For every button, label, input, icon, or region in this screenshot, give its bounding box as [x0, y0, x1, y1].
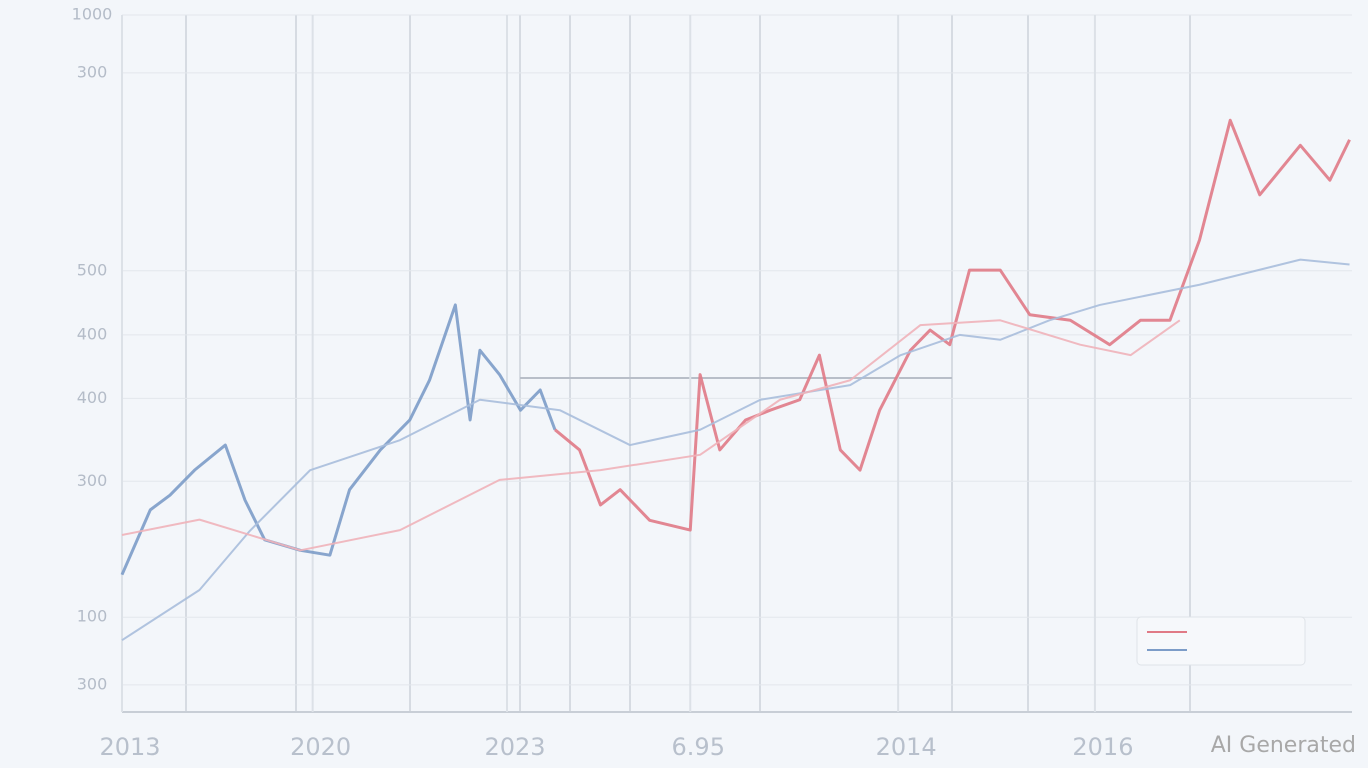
x-tick-label: 2013: [99, 733, 160, 761]
series-line: [121, 258, 1350, 642]
series-line: [120, 303, 557, 576]
x-tick-label: 2023: [484, 733, 545, 761]
y-tick-label: 500: [77, 260, 108, 279]
x-tick-label: 6.95: [672, 733, 725, 761]
decorative-grid: [185, 15, 1191, 712]
y-tick-label: 100: [77, 607, 108, 626]
legend-box: [1136, 616, 1306, 666]
y-tick-label: 400: [77, 324, 108, 343]
y-tick-label: 300: [77, 674, 108, 693]
watermark: AI Generated: [1211, 733, 1356, 758]
series-line: [554, 118, 1351, 532]
x-tick-label: 2014: [876, 733, 937, 761]
x-tick-label: 2016: [1072, 733, 1133, 761]
y-tick-label: 300: [77, 62, 108, 81]
series-line: [121, 319, 1181, 552]
y-tick-label: 400: [77, 388, 108, 407]
y-tick-label: 300: [77, 471, 108, 490]
y-tick-label: 1000: [72, 5, 113, 24]
x-tick-label: 2020: [290, 733, 351, 761]
